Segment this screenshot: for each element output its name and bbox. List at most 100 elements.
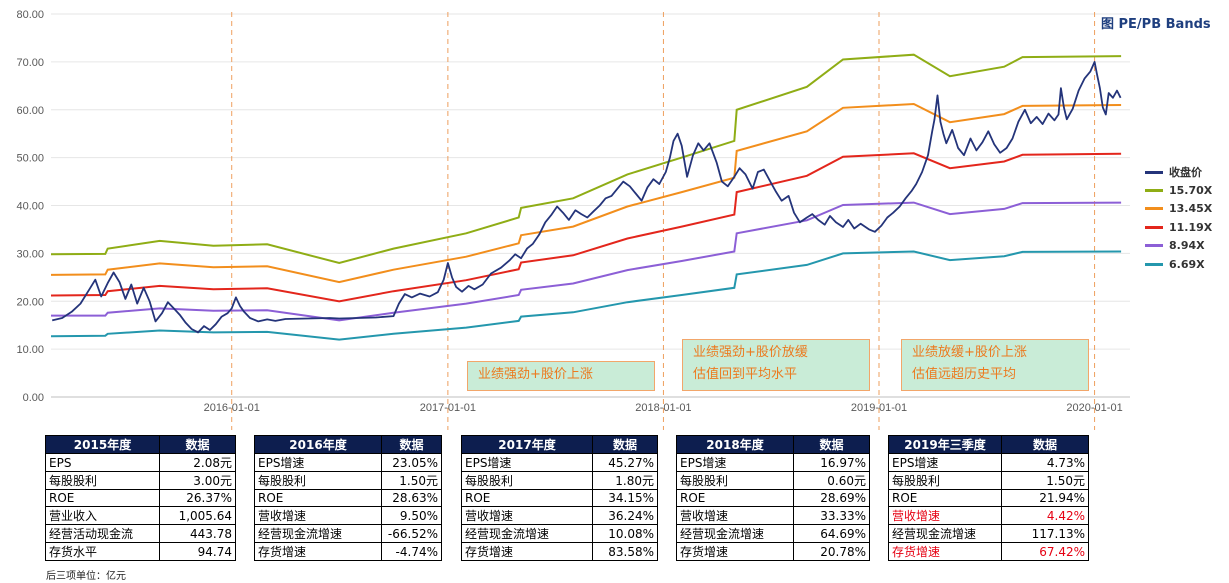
legend-item: 13.45X — [1145, 200, 1212, 218]
table-row: 营收增速 9.50% — [254, 506, 442, 525]
legend-swatch — [1145, 189, 1163, 193]
row-label: 每股股利 — [888, 471, 1002, 490]
x-tick-label: 2016-01-01 — [204, 402, 260, 414]
row-value: 64.69% — [793, 524, 870, 543]
table-title: 2015年度 — [45, 435, 160, 454]
row-label: ROE — [254, 489, 382, 507]
row-label: 经营现金流增速 — [676, 524, 794, 543]
y-tick-label: 20.00 — [16, 296, 44, 308]
row-value: 3.00元 — [159, 471, 236, 490]
table-header-row: 2015年度 数据 — [45, 435, 236, 454]
legend-label: 11.19X — [1169, 220, 1213, 234]
annotation-1: 业绩强劲+股价上涨 — [467, 361, 655, 391]
price-line-path — [51, 61, 1122, 334]
table-row: 存货增速 20.78% — [676, 542, 870, 561]
row-value: 21.94% — [1001, 489, 1089, 507]
row-label: 营收增速 — [676, 506, 794, 525]
table-row: 营业收入 1,005.64 — [45, 506, 236, 525]
row-value: 4.42% — [1001, 506, 1089, 525]
legend-label: 15.70X — [1169, 184, 1213, 198]
table-row: EPS增速 23.05% — [254, 453, 442, 472]
row-value: 33.33% — [793, 506, 870, 525]
row-value: 94.74 — [159, 542, 236, 561]
price-line — [51, 61, 1122, 334]
period-dividers — [231, 12, 1096, 430]
row-value: 117.13% — [1001, 524, 1089, 543]
table-row: 存货增速 -4.74% — [254, 542, 442, 561]
y-tick-label: 50.00 — [16, 153, 44, 165]
annotation-3-line-2: 估值远超历史平均 — [912, 367, 1017, 382]
row-label: ROE — [45, 489, 160, 507]
chart-legend: 收盘价 15.70X 13.45X 11.19X 8.94X 6.69X — [1145, 163, 1212, 273]
row-label: 经营现金流增速 — [461, 524, 593, 543]
table-row: 每股股利 3.00元 — [45, 471, 236, 490]
table-title: 2019年三季度 — [888, 435, 1002, 454]
row-label: 存货增速 — [888, 542, 1002, 561]
legend-label: 8.94X — [1169, 239, 1205, 253]
y-tick-label: 30.00 — [16, 248, 44, 260]
row-value: 10.08% — [592, 524, 658, 543]
row-value: 45.27% — [592, 453, 658, 472]
table-row: 存货增速 83.58% — [461, 542, 658, 561]
table-row: 营收增速 33.33% — [676, 506, 870, 525]
y-tick-label: 0.00 — [23, 392, 44, 404]
x-axis-ticks: 2016-01-01 2017-01-01 2018-01-01 2019-01-01… — [204, 402, 1123, 414]
table-row: 营收增速 4.42% — [888, 506, 1089, 525]
legend-label: 13.45X — [1169, 202, 1213, 216]
legend-item: 15.70X — [1145, 181, 1212, 199]
table-title: 2016年度 — [254, 435, 382, 454]
band-line-11-19x — [50, 152, 1122, 303]
table-row: 存货水平 94.74 — [45, 542, 236, 561]
row-label: 存货增速 — [676, 542, 794, 561]
stats-table-1: 2015年度 数据 EPS 2.08元 每股股利 3.00元 ROE 26.37% 营业收入 1,… — [45, 435, 236, 561]
row-label: 每股股利 — [676, 471, 794, 490]
legend-swatch — [1145, 207, 1163, 211]
table-title: 2017年度 — [461, 435, 593, 454]
stats-table-2: 2016年度 数据 EPS增速 23.05% 每股股利 1.50元 ROE 28.63% 营收增… — [254, 435, 442, 561]
table-row: ROE 34.15% — [461, 489, 658, 507]
legend-item: 收盘价 — [1145, 163, 1212, 181]
annotation-2-line-1: 业绩强劲+股价放缓 — [693, 345, 808, 360]
legend-swatch — [1145, 170, 1163, 174]
footnote: 后三项单位：亿元 — [46, 571, 126, 582]
table-row: 经营现金流增速 -66.52% — [254, 524, 442, 543]
band-lines — [50, 53, 1122, 341]
table-row: 营收增速 36.24% — [461, 506, 658, 525]
table-header-row: 2018年度 数据 — [676, 435, 870, 454]
legend-label: 6.69X — [1169, 257, 1205, 271]
band-line-15-70x — [50, 53, 1122, 265]
pe-band-chart: 0.00 10.00 20.00 30.00 40.00 50.00 60.00 70.00 8… — [16, 9, 1130, 430]
y-tick-label: 40.00 — [16, 201, 44, 213]
stats-table-3: 2017年度 数据 EPS增速 45.27% 每股股利 1.80元 ROE 34.15% 营收增… — [461, 435, 658, 561]
y-tick-label: 60.00 — [16, 105, 44, 117]
legend-item: 8.94X — [1145, 237, 1212, 255]
row-label: 存货水平 — [45, 542, 160, 561]
table-col-header: 数据 — [1001, 435, 1089, 454]
row-value: 28.69% — [793, 489, 870, 507]
row-label: 每股股利 — [254, 471, 382, 490]
table-row: EPS 2.08元 — [45, 453, 236, 472]
row-value: 28.63% — [381, 489, 442, 507]
table-row: ROE 28.63% — [254, 489, 442, 507]
row-value: 67.42% — [1001, 542, 1089, 561]
x-tick-label: 2018-01-01 — [635, 402, 691, 414]
row-value: -66.52% — [381, 524, 442, 543]
row-value: 34.15% — [592, 489, 658, 507]
annotation-2: 业绩强劲+股价放缓 估值回到平均水平 — [682, 339, 870, 391]
table-title: 2018年度 — [676, 435, 794, 454]
row-value: 0.60元 — [793, 471, 870, 490]
row-label: 存货增速 — [254, 542, 382, 561]
table-col-header: 数据 — [159, 435, 236, 454]
legend-item: 6.69X — [1145, 255, 1212, 273]
row-value: 16.97% — [793, 453, 870, 472]
band-line-6-69x — [50, 250, 1122, 341]
row-label: 营收增速 — [461, 506, 593, 525]
table-header-row: 2017年度 数据 — [461, 435, 658, 454]
row-label: EPS增速 — [254, 453, 382, 472]
table-row: ROE 28.69% — [676, 489, 870, 507]
legend-label: 收盘价 — [1169, 166, 1202, 180]
table-row: EPS增速 16.97% — [676, 453, 870, 472]
row-label: 每股股利 — [461, 471, 593, 490]
row-label: ROE — [676, 489, 794, 507]
table-row: 每股股利 1.80元 — [461, 471, 658, 490]
